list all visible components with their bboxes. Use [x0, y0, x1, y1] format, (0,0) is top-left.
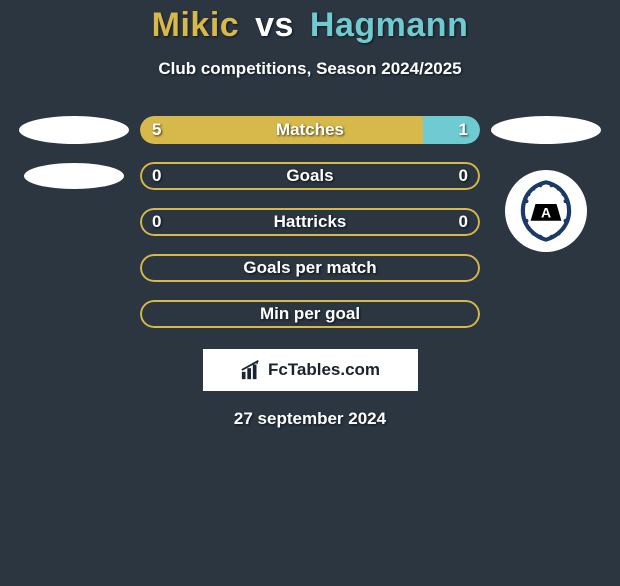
title-right: Hagmann: [310, 6, 468, 44]
club-badge: A: [505, 170, 587, 252]
title-vs: vs: [255, 6, 294, 44]
brand-box: FcTables.com: [203, 349, 418, 391]
right-value: 0: [459, 212, 468, 232]
stat-row-goals: 0 Goals 0: [10, 153, 610, 199]
bar-gpm: Goals per match: [140, 254, 480, 282]
bar-goals: 0 Goals 0: [140, 162, 480, 190]
bar-label: Min per goal: [140, 304, 480, 324]
page-title: Mikic vs Hagmann: [0, 6, 620, 45]
badge-letter: A: [541, 204, 551, 220]
bar-label: Hattricks: [140, 212, 480, 232]
left-ellipse-icon: [19, 116, 129, 144]
stat-row-mpg: Min per goal: [10, 291, 610, 337]
brand-bars-icon: [240, 359, 262, 381]
left-ellipse-icon: [24, 163, 124, 189]
bar-hattricks: 0 Hattricks 0: [140, 208, 480, 236]
right-value: 0: [459, 166, 468, 186]
left-deco-1: [10, 163, 138, 189]
right-deco-0: [482, 116, 610, 144]
title-left: Mikic: [152, 6, 240, 44]
right-ellipse-icon: [491, 116, 601, 144]
bar-label: Matches: [140, 120, 480, 140]
comparison-chart: 5 Matches 1 0 Goals 0: [0, 107, 620, 337]
date-line: 27 september 2024: [0, 409, 620, 429]
bar-mpg: Min per goal: [140, 300, 480, 328]
bar-label: Goals per match: [140, 258, 480, 278]
stat-row-matches: 5 Matches 1: [10, 107, 610, 153]
club-crest-icon: A: [511, 176, 581, 246]
left-deco-0: [10, 116, 138, 144]
stat-row-gpm: Goals per match: [10, 245, 610, 291]
bar-matches: 5 Matches 1: [140, 116, 480, 144]
right-value: 1: [459, 120, 468, 140]
subtitle: Club competitions, Season 2024/2025: [0, 59, 620, 79]
bar-label: Goals: [140, 166, 480, 186]
brand-text: FcTables.com: [268, 360, 380, 380]
